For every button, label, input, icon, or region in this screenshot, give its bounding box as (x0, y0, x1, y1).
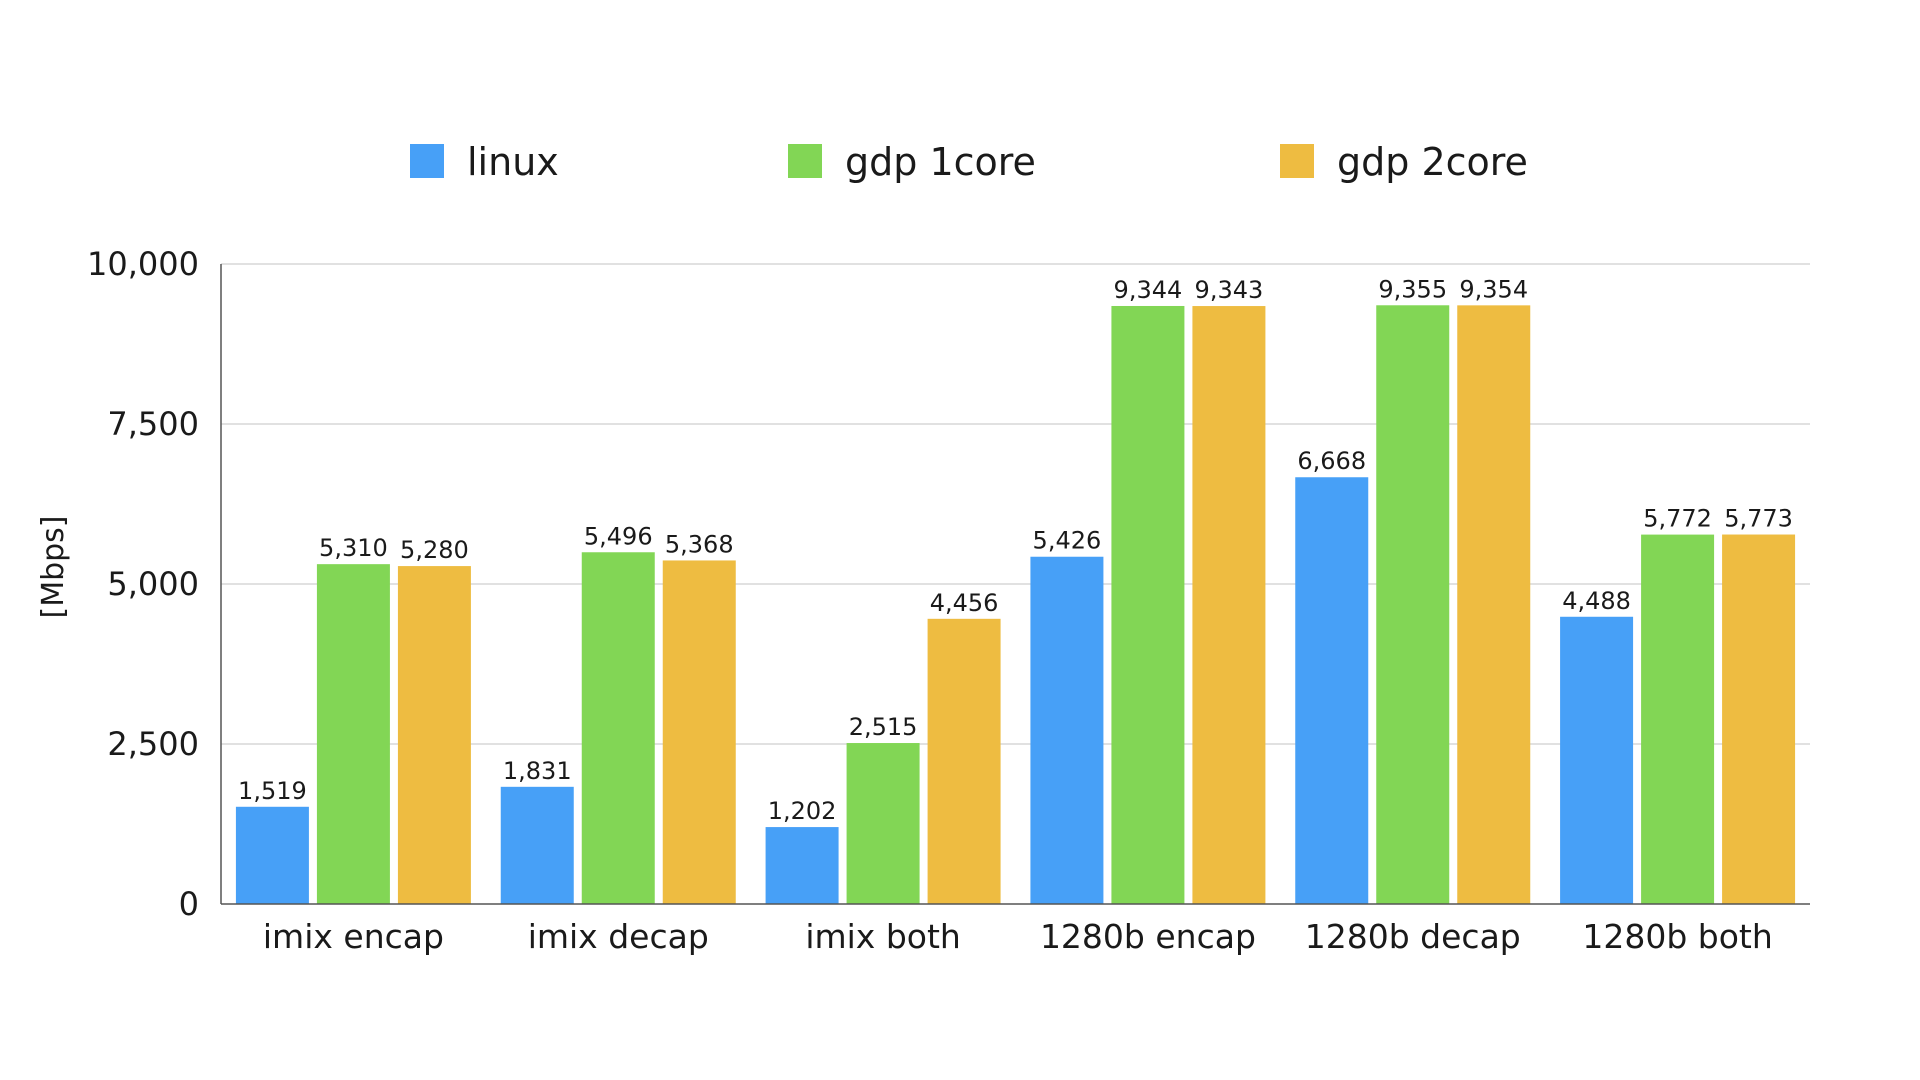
bar-linux-imix-both (765, 827, 839, 904)
y-tick-label: 0 (179, 885, 199, 923)
bar-linux-imix-decap (500, 786, 574, 904)
y-axis-ticks: 0 2,500 5,000 7,500 10,000 (87, 245, 199, 923)
bar-gdp-1core-imix-decap (581, 552, 655, 904)
gridlines (221, 263, 1810, 745)
bar-linux-1280b-both (1560, 616, 1634, 904)
legend-swatch (1280, 144, 1314, 178)
x-tick-label: 1280b decap (1305, 917, 1521, 956)
legend: linux gdp 1core gdp 2core (410, 140, 1528, 184)
bar-gdp-2core-1280b-decap (1457, 305, 1531, 904)
data-label: 5,368 (665, 530, 734, 558)
bar-linux-1280b-encap (1030, 556, 1104, 904)
bar-gdp-1core-imix-encap (316, 564, 390, 904)
y-tick-label: 7,500 (107, 405, 199, 443)
data-label: 1,519 (238, 777, 307, 805)
x-tick-label: 1280b encap (1040, 917, 1256, 956)
data-label: 5,773 (1724, 505, 1793, 533)
bar-gdp-2core-imix-encap (397, 566, 471, 904)
x-tick-label: 1280b both (1582, 917, 1772, 956)
bar-gdp-1core-1280b-both (1641, 534, 1715, 904)
data-label: 1,831 (503, 757, 572, 785)
bar-linux-imix-encap (235, 806, 309, 904)
bar-gdp-1core-1280b-encap (1111, 305, 1185, 904)
bar-gdp-1core-1280b-decap (1376, 305, 1450, 904)
legend-swatch (410, 144, 444, 178)
legend-label: gdp 1core (845, 140, 1036, 184)
data-label: 4,456 (930, 589, 999, 617)
bar-gdp-2core-imix-both (927, 618, 1001, 904)
data-label: 1,202 (768, 797, 837, 825)
y-tick-label: 10,000 (87, 245, 199, 283)
data-label: 4,488 (1562, 587, 1631, 615)
bar-gdp-2core-imix-decap (662, 560, 736, 904)
data-label: 2,515 (849, 713, 918, 741)
x-tick-label: imix decap (528, 917, 709, 956)
data-label: 5,310 (319, 534, 388, 562)
data-labels: 1,519 5,310 5,280 1,831 5,496 5,368 1,202 2,515… (238, 275, 1793, 825)
data-label: 9,343 (1195, 276, 1264, 304)
y-tick-label: 2,500 (107, 725, 199, 763)
axes (220, 264, 1810, 905)
bars (235, 305, 1796, 905)
data-label: 5,426 (1033, 527, 1102, 555)
bar-gdp-1core-imix-both (846, 743, 920, 904)
x-axis-labels: imix encap imix decap imix both 1280b encap… (263, 917, 1773, 956)
data-label: 9,354 (1459, 275, 1528, 303)
data-label: 9,344 (1114, 276, 1183, 304)
bar-gdp-2core-1280b-encap (1192, 306, 1266, 905)
data-label: 9,355 (1378, 275, 1447, 303)
data-label: 5,280 (400, 536, 469, 564)
bar-gdp-2core-1280b-both (1722, 534, 1796, 904)
bar-linux-1280b-decap (1295, 477, 1369, 904)
y-axis-title: [Mbps] (36, 515, 71, 618)
legend-label: gdp 2core (1337, 140, 1528, 184)
x-tick-label: imix both (805, 917, 961, 956)
data-label: 5,772 (1643, 505, 1712, 533)
legend-swatch (788, 144, 822, 178)
y-tick-label: 5,000 (107, 565, 199, 603)
data-label: 6,668 (1297, 447, 1366, 475)
legend-label: linux (467, 140, 559, 184)
x-tick-label: imix encap (263, 917, 444, 956)
data-label: 5,496 (584, 522, 653, 550)
